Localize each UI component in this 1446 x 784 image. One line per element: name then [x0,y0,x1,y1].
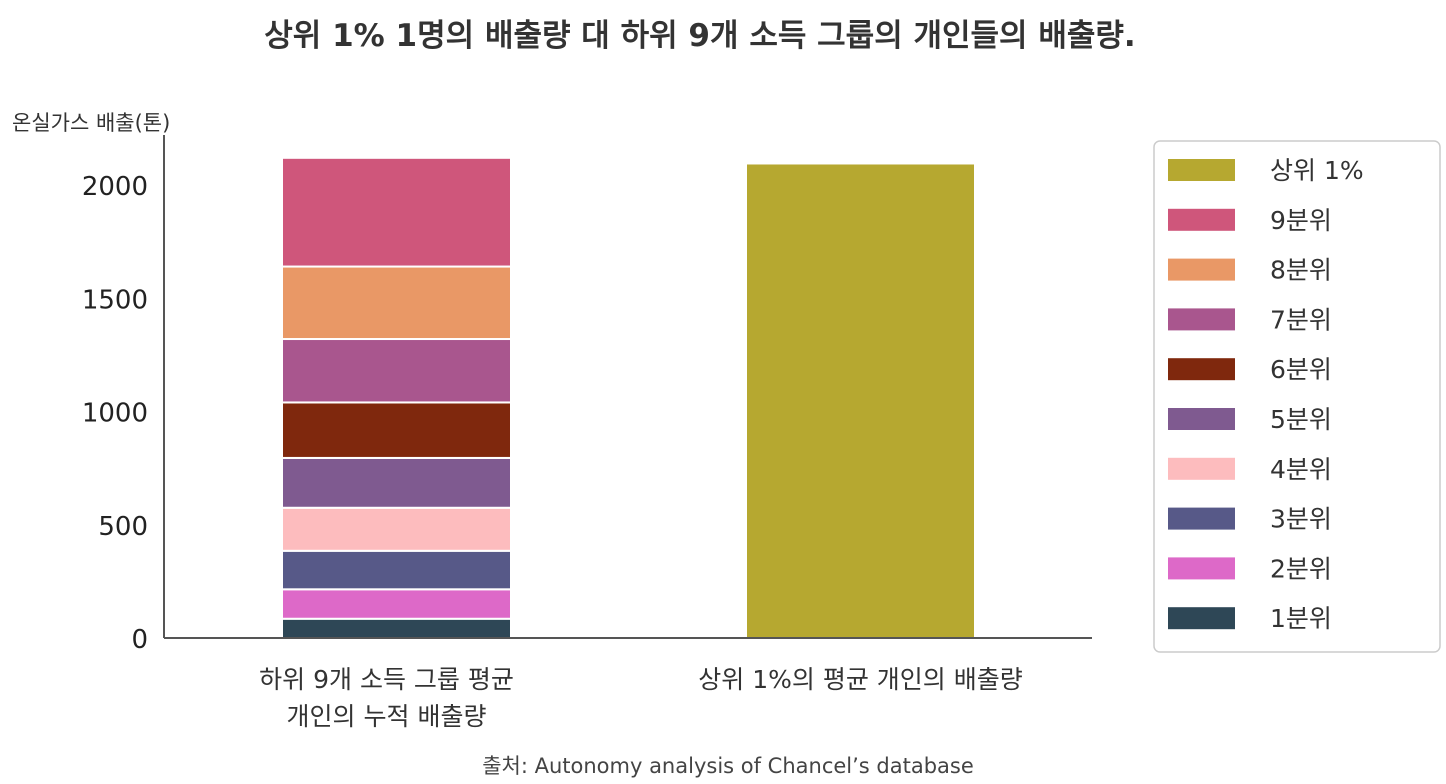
legend-swatch [1168,208,1235,231]
legend-swatch [1168,607,1235,630]
x-category-label: 하위 9개 소득 그룹 평균 [259,665,514,694]
bar-segment [281,265,512,341]
legend-label: 8분위 [1270,256,1332,285]
bar-segment [281,338,512,404]
legend-swatch [1168,557,1235,580]
bars [281,156,976,639]
legend-swatch [1168,159,1235,181]
legend-swatch [1168,507,1235,530]
chart-title: 상위 1% 1명의 배출량 대 하위 9개 소득 그룹의 개인들의 배출량. [264,18,1135,54]
legend-label: 7분위 [1270,305,1332,334]
legend-label: 3분위 [1270,505,1332,534]
legend-label: 5분위 [1270,405,1332,434]
y-axis-label: 온실가스 배출(톤) [12,111,170,135]
y-tick-label: 1000 [82,399,148,429]
y-axis-ticks: 0 500 1000 1500 2000 [82,172,148,655]
legend-label: 2분위 [1270,554,1332,583]
bar-segment [281,156,512,268]
x-category-label: 상위 1%의 평균 개인의 배출량 [698,665,1022,694]
bar-segment [281,617,512,639]
legend-label: 4분위 [1270,455,1332,484]
y-tick-label: 1500 [82,285,148,315]
legend: 상위 1% 9분위 8분위 7분위 6분위 5분위 4분위 3분위 2분위 1분위 [1153,140,1441,653]
y-tick-label: 500 [98,512,148,542]
bar-segment [281,549,512,591]
legend-swatch [1168,408,1235,430]
bar-segment [281,506,512,552]
bar-segment [281,401,512,459]
bar-segment [281,588,512,620]
legend-swatch [1168,358,1235,381]
legend-label: 상위 1% [1270,156,1364,185]
legend-swatch [1168,258,1235,281]
bar-segment [281,456,512,509]
legend-swatch [1168,308,1235,331]
y-tick-label: 2000 [82,172,148,202]
bar-segment [745,162,976,639]
legend-label: 9분위 [1270,206,1332,235]
x-category-label: 개인의 누적 배출량 [287,702,487,731]
source-note: 출처: Autonomy analysis of Chancel’s datab… [482,754,974,778]
legend-swatch [1168,457,1235,480]
y-tick-label: 0 [131,625,148,655]
legend-label: 6분위 [1270,355,1332,384]
legend-label: 1분위 [1270,604,1332,633]
